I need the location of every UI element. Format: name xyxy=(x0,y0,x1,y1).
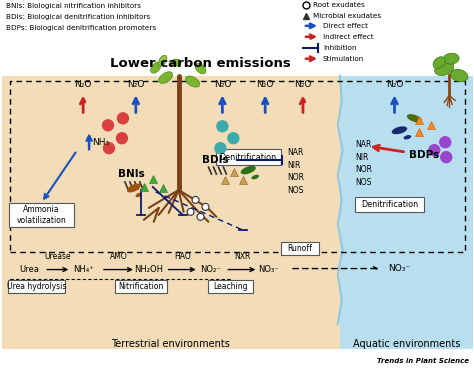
FancyBboxPatch shape xyxy=(8,279,65,293)
Ellipse shape xyxy=(136,193,142,197)
Text: NXR: NXR xyxy=(234,252,250,260)
Ellipse shape xyxy=(392,126,407,134)
Text: NAR
NIR
NOR
NOS: NAR NIR NOR NOS xyxy=(287,148,304,195)
Text: Trends in Plant Science: Trends in Plant Science xyxy=(377,358,469,364)
Text: N₂O: N₂O xyxy=(74,80,92,88)
Text: BDIs: BDIs xyxy=(202,155,229,165)
Circle shape xyxy=(441,152,452,163)
Text: Ammonia
volatilization: Ammonia volatilization xyxy=(17,205,66,225)
Circle shape xyxy=(215,143,226,154)
Text: Urea hydrolysis: Urea hydrolysis xyxy=(7,282,66,291)
Text: N₂O: N₂O xyxy=(386,80,403,88)
Text: N₂O: N₂O xyxy=(256,80,274,88)
Circle shape xyxy=(102,120,113,131)
Ellipse shape xyxy=(251,175,259,179)
Text: HAO: HAO xyxy=(174,252,191,260)
Text: Leaching: Leaching xyxy=(213,282,247,291)
Text: Direct effect: Direct effect xyxy=(323,23,368,29)
Text: Indirect effect: Indirect effect xyxy=(323,34,374,40)
Circle shape xyxy=(440,137,451,148)
Bar xyxy=(9,81,465,252)
Ellipse shape xyxy=(127,184,141,192)
Bar xyxy=(1,349,473,369)
Bar xyxy=(1,75,340,349)
Ellipse shape xyxy=(407,114,422,122)
Text: BNIs: Biological nitrification inhibitors: BNIs: Biological nitrification inhibitor… xyxy=(6,3,140,9)
Circle shape xyxy=(117,133,128,144)
Ellipse shape xyxy=(241,166,256,174)
Text: BDPs: Biological denitrification promoters: BDPs: Biological denitrification promote… xyxy=(6,25,155,31)
Ellipse shape xyxy=(450,69,468,82)
Text: Urease: Urease xyxy=(44,252,71,260)
Circle shape xyxy=(192,196,199,204)
Text: Aquatic environments: Aquatic environments xyxy=(353,339,460,349)
Text: Nitrification: Nitrification xyxy=(118,282,164,291)
Text: Inhibition: Inhibition xyxy=(323,45,356,51)
Ellipse shape xyxy=(435,62,454,75)
FancyBboxPatch shape xyxy=(281,242,319,255)
FancyBboxPatch shape xyxy=(216,149,281,165)
Circle shape xyxy=(103,143,114,154)
FancyBboxPatch shape xyxy=(208,279,253,293)
Text: NH₃: NH₃ xyxy=(92,138,109,147)
FancyBboxPatch shape xyxy=(115,279,167,293)
Ellipse shape xyxy=(151,62,161,73)
Circle shape xyxy=(197,213,204,220)
Text: Runoff: Runoff xyxy=(288,244,312,253)
Text: Urea: Urea xyxy=(19,265,39,274)
Text: NO₃⁻: NO₃⁻ xyxy=(258,265,278,274)
Ellipse shape xyxy=(403,135,411,139)
Ellipse shape xyxy=(443,53,459,64)
Text: NO₂⁻: NO₂⁻ xyxy=(200,265,221,274)
Ellipse shape xyxy=(159,72,173,83)
Circle shape xyxy=(187,208,194,215)
Text: BNIs: BNIs xyxy=(118,169,144,179)
Text: Lower carbon emissions: Lower carbon emissions xyxy=(110,57,291,70)
Text: N₂O: N₂O xyxy=(127,80,145,88)
Circle shape xyxy=(429,145,440,156)
Bar xyxy=(1,1,473,81)
Text: NH₄⁺: NH₄⁺ xyxy=(73,265,93,274)
Ellipse shape xyxy=(158,55,167,66)
Circle shape xyxy=(202,204,209,211)
Text: BDPs: BDPs xyxy=(410,150,440,160)
Text: N₂O: N₂O xyxy=(294,80,312,88)
FancyBboxPatch shape xyxy=(9,203,73,227)
Text: NO₃⁻: NO₃⁻ xyxy=(388,264,410,273)
Text: Denitrification: Denitrification xyxy=(220,153,277,162)
Circle shape xyxy=(217,121,228,132)
Circle shape xyxy=(228,133,239,144)
Text: Microbial exudates: Microbial exudates xyxy=(313,13,381,19)
Ellipse shape xyxy=(195,63,206,74)
Text: N₂O: N₂O xyxy=(214,80,231,88)
Text: Denitrification: Denitrification xyxy=(361,201,418,209)
Circle shape xyxy=(118,113,128,124)
Text: Root exudates: Root exudates xyxy=(313,2,365,8)
Ellipse shape xyxy=(185,76,200,87)
Text: AMO: AMO xyxy=(110,252,128,260)
Text: NAR
NIR
NOR
NOS: NAR NIR NOR NOS xyxy=(356,140,373,187)
Text: NH₂OH: NH₂OH xyxy=(134,265,163,274)
FancyBboxPatch shape xyxy=(355,198,424,212)
Text: Terrestrial environments: Terrestrial environments xyxy=(111,339,230,349)
Bar xyxy=(340,75,473,349)
Text: BDIs: Biological denitrification inhibitors: BDIs: Biological denitrification inhibit… xyxy=(6,14,150,20)
Text: Stimulation: Stimulation xyxy=(323,56,364,62)
Ellipse shape xyxy=(170,59,181,66)
Ellipse shape xyxy=(433,57,446,68)
